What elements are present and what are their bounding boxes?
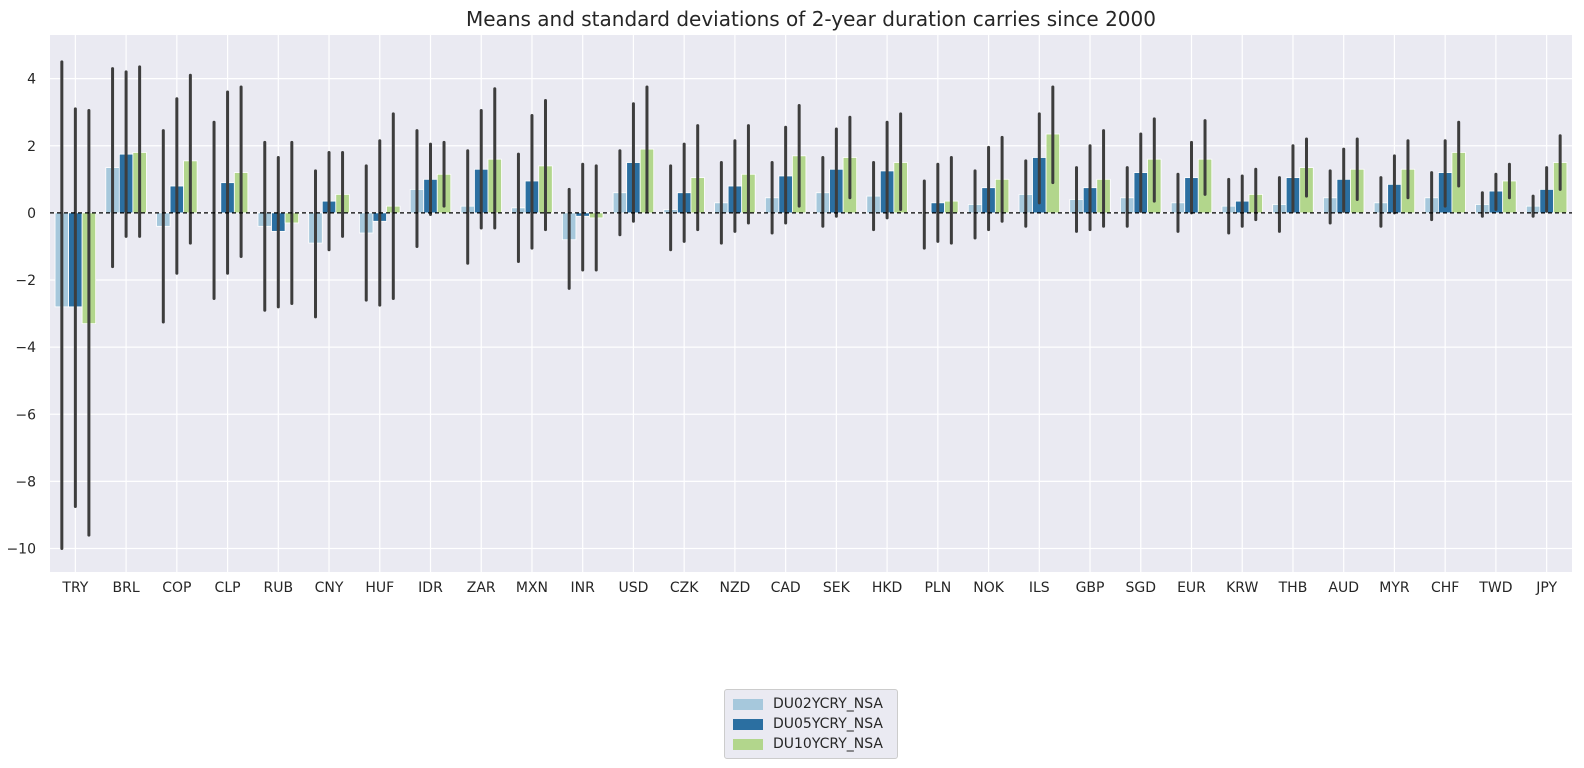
- x-tick-label: NOK: [973, 580, 1004, 596]
- x-axis-ticks: TRY BRL COP CLP RUB CNY HUF IDR ZAR MXN INR USD CZK N…: [61, 580, 1557, 596]
- x-tick-label: RUB: [264, 580, 294, 596]
- x-tick-label: AUD: [1328, 580, 1359, 596]
- y-tick-label: −8: [15, 474, 36, 490]
- legend-swatch: [733, 698, 763, 710]
- legend-item: DU10YCRY_NSA: [733, 734, 889, 754]
- x-tick-label: USD: [618, 580, 648, 596]
- x-tick-label: BRL: [113, 580, 140, 596]
- x-tick-label: JPY: [1535, 580, 1557, 596]
- y-tick-label: 4: [27, 72, 36, 88]
- x-tick-label: CNY: [315, 580, 344, 596]
- legend-label: DU10YCRY_NSA: [773, 736, 883, 752]
- x-tick-label: CLP: [215, 580, 241, 596]
- x-tick-label: SEK: [823, 580, 851, 596]
- legend-item: DU02YCRY_NSA: [733, 694, 889, 714]
- x-tick-label: INR: [571, 580, 596, 596]
- legend-label: DU02YCRY_NSA: [773, 696, 883, 712]
- error-bars: [60, 60, 1562, 551]
- x-tick-label: KRW: [1226, 580, 1258, 596]
- legend-item: DU05YCRY_NSA: [733, 714, 889, 734]
- legend: DU02YCRY_NSA DU05YCRY_NSA DU10YCRY_NSA: [724, 689, 898, 759]
- x-tick-label: MYR: [1379, 580, 1410, 596]
- legend-label: DU05YCRY_NSA: [773, 716, 883, 732]
- chart-title: Means and standard deviations of 2-year …: [466, 7, 1156, 31]
- x-tick-label: ILS: [1029, 580, 1050, 596]
- x-tick-label: TWD: [1478, 580, 1512, 596]
- y-tick-label: 2: [27, 139, 36, 155]
- x-tick-label: MXN: [516, 580, 548, 596]
- x-tick-label: EUR: [1177, 580, 1206, 596]
- y-tick-label: −2: [15, 273, 36, 289]
- y-tick-label: −6: [15, 407, 36, 423]
- x-tick-label: THB: [1278, 580, 1308, 596]
- x-tick-label: CHF: [1431, 580, 1459, 596]
- x-tick-label: HUF: [365, 580, 394, 596]
- x-tick-label: CZK: [670, 580, 699, 596]
- y-axis-ticks: 4 2 0 −2 −4 −6 −8 −10: [6, 72, 36, 558]
- x-tick-label: NZD: [719, 580, 750, 596]
- x-tick-label: PLN: [924, 580, 951, 596]
- plot-area: [50, 35, 1572, 572]
- x-tick-label: IDR: [418, 580, 443, 596]
- x-tick-label: GBP: [1076, 580, 1105, 596]
- legend-swatch: [733, 718, 763, 730]
- legend-swatch: [733, 738, 763, 750]
- x-tick-label: COP: [162, 580, 191, 596]
- x-tick-label: TRY: [61, 580, 88, 596]
- x-tick-label: CAD: [771, 580, 801, 596]
- y-tick-label: 0: [27, 206, 36, 222]
- y-tick-label: −4: [15, 340, 36, 356]
- x-tick-label: SGD: [1126, 580, 1157, 596]
- y-tick-label: −10: [6, 542, 36, 558]
- x-tick-label: HKD: [872, 580, 903, 596]
- x-tick-label: ZAR: [467, 580, 496, 596]
